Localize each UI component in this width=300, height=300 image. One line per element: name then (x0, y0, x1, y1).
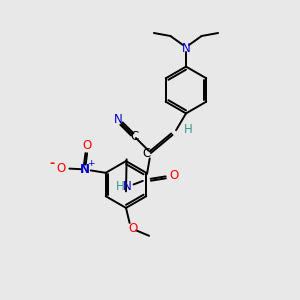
Text: H: H (184, 123, 193, 136)
Text: C: C (130, 130, 139, 143)
Text: O: O (169, 169, 178, 182)
Text: C: C (142, 147, 151, 160)
Text: N: N (122, 180, 131, 194)
Text: N: N (114, 113, 123, 126)
Text: O: O (129, 221, 138, 235)
Text: N: N (182, 42, 190, 55)
Text: H: H (116, 180, 125, 193)
Text: -: - (50, 157, 55, 170)
Text: +: + (87, 159, 94, 168)
Text: O: O (82, 139, 92, 152)
Text: O: O (56, 162, 65, 175)
Text: N: N (80, 163, 90, 176)
